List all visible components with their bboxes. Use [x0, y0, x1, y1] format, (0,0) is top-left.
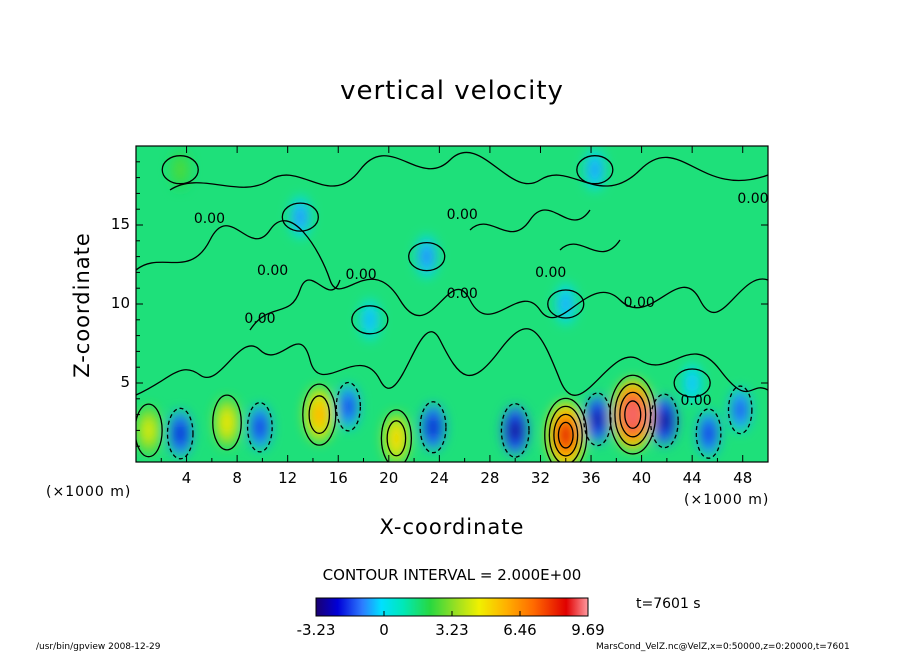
x-tick-label: 4	[181, 469, 192, 487]
velocity-cell	[735, 400, 745, 419]
footer-left: /usr/bin/gpview 2008-12-29	[36, 642, 161, 652]
contour-line	[553, 413, 579, 457]
contour-line	[136, 328, 768, 396]
contour-line	[212, 394, 242, 451]
contour-line	[246, 401, 273, 453]
contour-line	[136, 220, 768, 319]
contour-line	[544, 397, 588, 462]
velocity-cell	[221, 412, 233, 433]
contour-line	[559, 239, 621, 253]
contour-value-label: 0.00	[244, 310, 276, 327]
x-tick-label: 8	[232, 469, 242, 487]
contour-line	[249, 279, 341, 331]
contour-value-label: 0.00	[737, 190, 769, 207]
velocity-cell	[143, 420, 154, 441]
contour-line	[169, 151, 768, 191]
x-tick-label: 12	[278, 469, 298, 487]
x-tick-label: 28	[480, 469, 500, 487]
x-tick-label: 16	[328, 469, 348, 487]
velocity-cell	[688, 374, 697, 392]
chart-title: vertical velocity	[340, 76, 564, 106]
colorbar-tick-label: 3.23	[435, 621, 469, 639]
x-tick-label: 32	[530, 469, 551, 487]
velocity-cell	[176, 160, 185, 179]
contour-line	[624, 400, 642, 429]
contour-value-label: 0.00	[193, 211, 225, 228]
contour-line	[408, 241, 446, 272]
contour-line	[386, 420, 407, 457]
contour-line	[557, 421, 574, 449]
contour-line	[302, 383, 337, 446]
velocity-cell	[255, 417, 265, 437]
velocity-cell	[590, 161, 599, 179]
contour-line	[281, 202, 319, 232]
velocity-cell	[175, 423, 186, 444]
contour-line	[136, 403, 163, 458]
velocity-cell	[557, 421, 574, 450]
velocity-cell	[422, 247, 431, 266]
contour-line	[548, 405, 583, 462]
contour-line	[727, 385, 753, 435]
contour-value-label: 0.00	[446, 285, 478, 302]
velocity-cell	[365, 311, 374, 329]
footer-right: MarsCond_VelZ.nc@VelZ,x=0:50000,z=0:2000…	[596, 642, 850, 652]
x-unit-label: (×1000 m)	[684, 492, 770, 508]
contour-line	[609, 374, 657, 455]
contour-value-label: 0.00	[446, 206, 478, 223]
contour-value-label: 0.00	[345, 266, 377, 283]
contour-line	[419, 401, 447, 454]
velocity-cell	[312, 403, 326, 427]
colorbar-tick-label: 0	[379, 621, 389, 639]
velocity-cell	[659, 410, 670, 432]
velocity-cell	[509, 420, 521, 441]
x-tick-label: 24	[429, 469, 449, 487]
colorbar-tick-label: -3.23	[296, 621, 336, 639]
contour-line	[547, 289, 585, 319]
contour-line	[308, 395, 331, 435]
contour-line	[673, 368, 711, 398]
velocity-cell	[703, 424, 714, 443]
x-tick-label: 20	[379, 469, 399, 487]
contour-line	[161, 155, 199, 185]
y-axis-label: Z-coordinate	[70, 232, 94, 378]
velocity-cell	[296, 208, 305, 226]
contour-line	[166, 407, 194, 460]
contour-value-label: 0.00	[257, 263, 289, 280]
contour-line	[380, 409, 413, 462]
contour-line	[583, 392, 612, 447]
contour-line	[469, 209, 591, 233]
contour-line	[695, 408, 722, 459]
contour-line	[500, 403, 530, 458]
contour-value-label: 0.00	[680, 392, 712, 409]
colorbar-tick-label: 6.46	[503, 621, 537, 639]
contour-line	[335, 381, 362, 432]
contour-line	[576, 155, 614, 185]
colorbar-tick-label: 9.69	[571, 621, 605, 639]
y-unit-label: (×1000 m)	[46, 484, 132, 500]
velocity-cell	[592, 409, 603, 430]
velocity-cell	[561, 295, 570, 313]
x-tick-label: 36	[581, 469, 601, 487]
velocity-cell	[624, 399, 642, 430]
contour-line	[649, 393, 679, 449]
velocity-cell	[343, 397, 353, 416]
contour-interval: CONTOUR INTERVAL = 2.000E+00	[322, 566, 582, 584]
velocity-cell	[390, 427, 403, 450]
contour-line	[351, 305, 389, 335]
velocity-cell	[428, 417, 438, 437]
y-tick-label: 5	[120, 373, 130, 391]
contour-line	[619, 391, 647, 438]
y-tick-label: 15	[110, 215, 130, 233]
x-tick-label: 44	[682, 469, 702, 487]
time-label: t=7601 s	[636, 596, 701, 612]
x-tick-label: 48	[733, 469, 753, 487]
x-axis-label: X-coordinate	[379, 515, 525, 539]
contour-value-label: 0.00	[535, 264, 567, 281]
y-tick-label: 10	[110, 294, 130, 312]
x-tick-label: 40	[632, 469, 652, 487]
contour-value-label: 0.00	[623, 295, 655, 311]
